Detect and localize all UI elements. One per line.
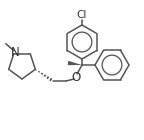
Polygon shape — [68, 61, 82, 65]
Text: O: O — [71, 71, 81, 83]
Text: N: N — [10, 46, 19, 59]
Text: Cl: Cl — [77, 10, 87, 19]
